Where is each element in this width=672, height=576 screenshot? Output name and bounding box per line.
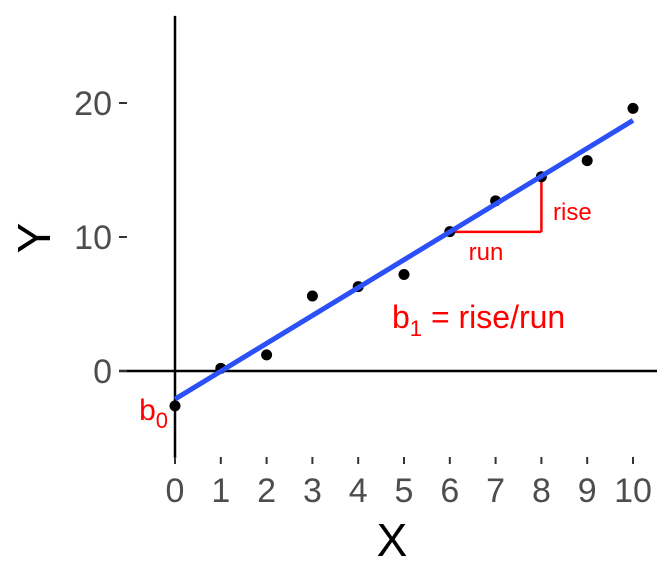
x-axis-title: X — [377, 514, 408, 566]
x-tick-label: 8 — [532, 472, 551, 510]
b0-label: b0 — [139, 394, 168, 433]
axes — [119, 15, 657, 459]
x-tick-label: 0 — [166, 472, 185, 510]
run-label: run — [469, 239, 504, 266]
b1-equation: b1 = rise/run — [392, 299, 565, 341]
rise-run-triangle — [449, 176, 543, 234]
fit-line — [173, 118, 635, 402]
x-tick-label: 3 — [303, 472, 322, 510]
x-tick-label: 9 — [578, 472, 597, 510]
b1-base: b — [392, 299, 410, 335]
x-tick-label: 4 — [349, 472, 368, 510]
y-tick-label: 20 — [74, 85, 112, 123]
data-point — [627, 102, 639, 114]
y-tick-label: 0 — [93, 353, 112, 391]
y-tick-label: 10 — [74, 219, 112, 257]
b0-subscript: 0 — [156, 408, 168, 433]
x-ticks: 0 1 2 3 4 5 6 7 8 9 10 — [166, 457, 652, 510]
b1-subscript: 1 — [410, 316, 422, 341]
b1-rest: = rise/run — [422, 299, 565, 335]
data-point — [581, 155, 593, 167]
data-point — [306, 290, 318, 302]
y-ticks: 0 10 20 — [74, 85, 127, 391]
x-tick-label: 1 — [211, 472, 230, 510]
data-point — [261, 349, 273, 361]
y-axis-title: Y — [8, 223, 60, 254]
data-point — [169, 400, 181, 412]
x-tick-label: 7 — [486, 472, 505, 510]
data-point — [398, 269, 410, 281]
b0-base: b — [139, 394, 156, 427]
fit-line-group — [173, 118, 635, 402]
rise-label: rise — [553, 199, 592, 226]
x-tick-label: 6 — [440, 472, 459, 510]
x-tick-label: 2 — [257, 472, 276, 510]
x-tick-label: 10 — [614, 472, 652, 510]
x-tick-label: 5 — [395, 472, 414, 510]
